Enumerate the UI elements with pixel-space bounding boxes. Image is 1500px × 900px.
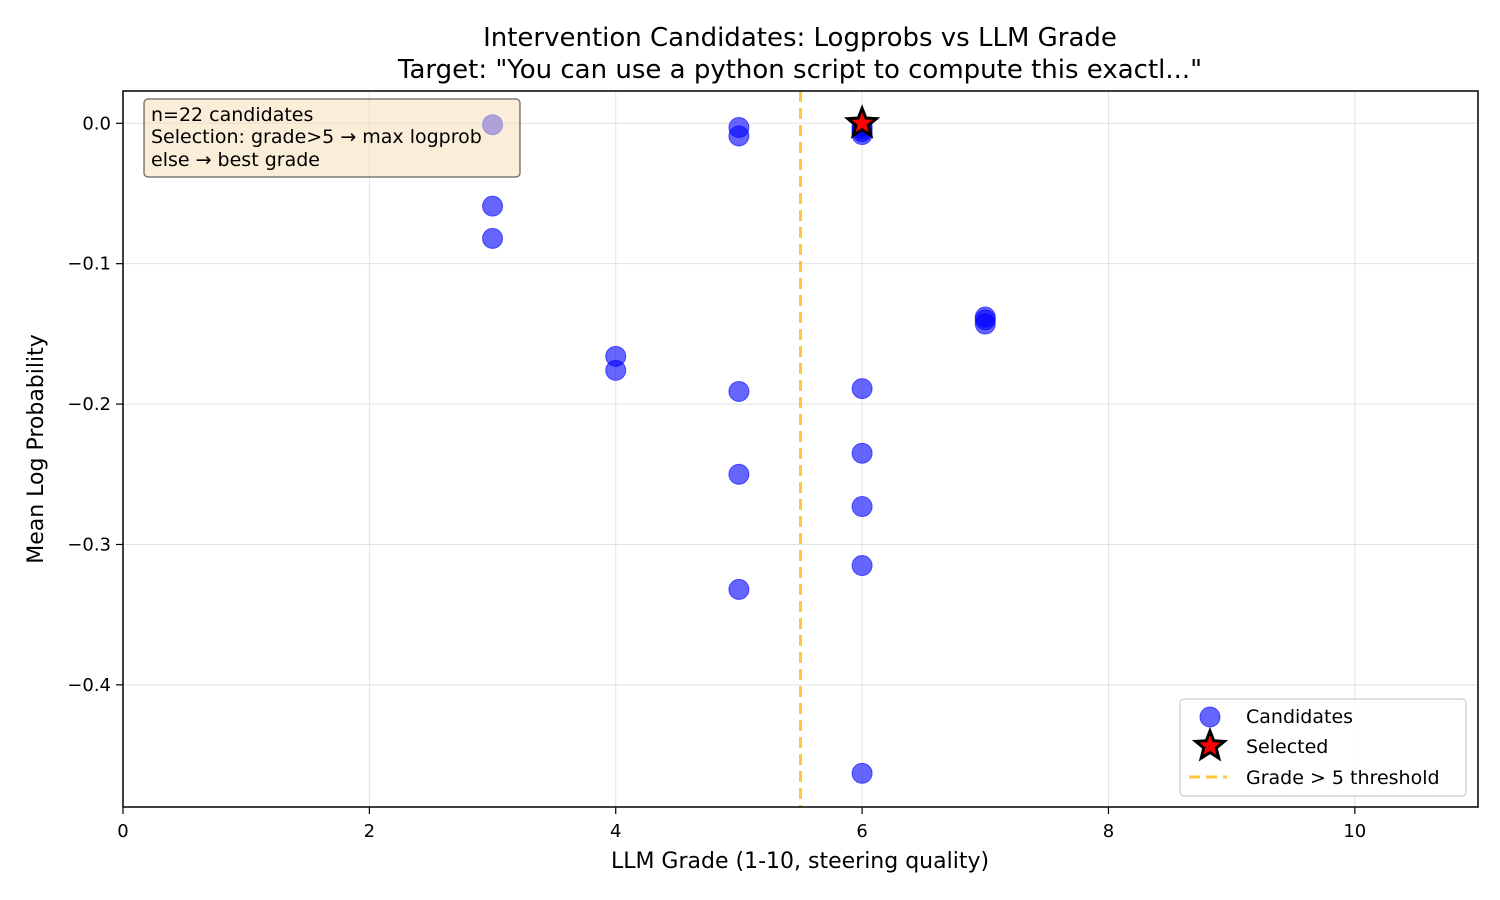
chart-title-line1: Intervention Candidates: Logprobs vs LLM…	[483, 23, 1117, 53]
y-tick-label: −0.4	[67, 675, 111, 696]
legend-selected-marker	[1191, 726, 1229, 762]
x-tick-label: 2	[364, 821, 375, 842]
legend-threshold-label: Grade > 5 threshold	[1246, 767, 1440, 789]
candidate-point	[482, 195, 504, 217]
candidate-point	[728, 380, 750, 402]
legend: Candidates Selected Grade > 5 threshold	[1179, 698, 1467, 797]
x-tick-label: 0	[117, 821, 128, 842]
annotation-box: n=22 candidates Selection: grade>5 → max…	[143, 98, 521, 178]
y-tick-label: −0.2	[67, 394, 111, 415]
candidate-point	[851, 378, 873, 400]
y-tick-label: −0.3	[67, 534, 111, 555]
candidate-point	[974, 309, 996, 331]
plot-frame	[122, 90, 1479, 808]
y-axis-ticks: 0.0 −0.1 −0.2 −0.3 −0.4	[67, 113, 123, 696]
legend-selected-label: Selected	[1246, 736, 1328, 758]
candidate-point	[851, 496, 873, 518]
candidate-point	[728, 125, 750, 147]
legend-candidates-label: Candidates	[1246, 706, 1353, 728]
data-points	[482, 104, 996, 784]
x-tick-label: 10	[1343, 821, 1366, 842]
chart-title-line2: Target: "You can use a python script to …	[397, 55, 1202, 85]
x-axis-ticks: 0 2 4 6 8 10	[117, 807, 1366, 842]
annotation-line-2: Selection: grade>5 → max logprob	[151, 126, 482, 148]
candidate-point	[851, 762, 873, 784]
y-axis-label: Mean Log Probability	[24, 334, 49, 564]
candidate-point	[605, 359, 627, 381]
candidate-point	[728, 578, 750, 600]
annotation-line-3: else → best grade	[151, 149, 320, 171]
annotation-line-1: n=22 candidates	[151, 104, 313, 126]
x-tick-label: 8	[1103, 821, 1114, 842]
selected-point-star	[843, 104, 881, 139]
legend-candidates-marker	[1199, 706, 1221, 728]
x-tick-label: 6	[856, 821, 867, 842]
candidate-point	[851, 555, 873, 577]
candidate-point	[851, 442, 873, 464]
legend-frame	[1179, 698, 1467, 797]
x-axis-label: LLM Grade (1-10, steering quality)	[611, 849, 989, 874]
x-tick-label: 4	[610, 821, 621, 842]
candidate-point	[728, 463, 750, 485]
y-tick-label: −0.1	[67, 254, 111, 275]
candidate-point	[482, 227, 504, 249]
y-tick-label: 0.0	[82, 113, 111, 134]
